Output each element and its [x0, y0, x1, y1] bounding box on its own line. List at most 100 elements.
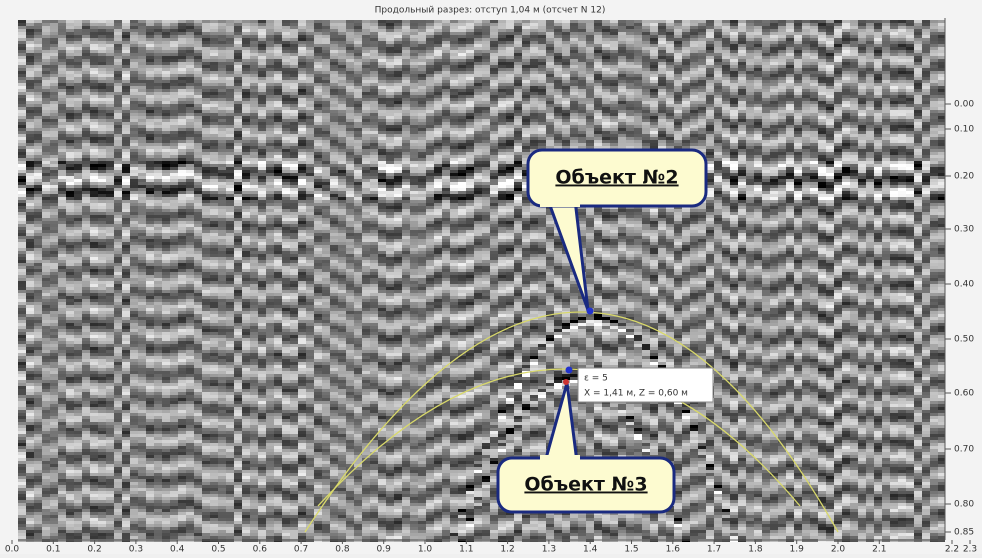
trace-cell	[162, 179, 170, 182]
trace-cell	[226, 137, 234, 140]
trace-cell	[138, 68, 146, 71]
trace-cell	[26, 461, 34, 464]
trace-cell	[130, 332, 138, 335]
trace-cell	[66, 392, 74, 395]
trace-cell	[74, 479, 82, 482]
trace-cell	[50, 530, 58, 533]
trace-cell	[34, 170, 42, 173]
trace-cell	[138, 323, 146, 326]
trace-cell	[194, 455, 202, 458]
trace-cell	[162, 320, 170, 323]
trace-cell	[178, 221, 186, 224]
trace-cell	[82, 362, 90, 365]
trace-cell	[178, 338, 186, 341]
trace-cell	[82, 80, 90, 83]
trace-cell	[202, 521, 210, 524]
trace-cell	[218, 20, 226, 23]
trace-cell	[58, 236, 66, 239]
trace-cell	[178, 293, 186, 296]
trace-cell	[138, 263, 146, 266]
trace-cell	[146, 359, 154, 362]
trace-cell	[130, 194, 138, 197]
trace-cell	[170, 83, 178, 86]
trace-cell	[74, 512, 82, 515]
trace-cell	[218, 242, 226, 245]
trace-cell	[26, 149, 34, 152]
trace-cell	[170, 356, 178, 359]
trace-cell	[210, 80, 218, 83]
trace-cell	[74, 236, 82, 239]
trace-cell	[34, 146, 42, 149]
trace-cell	[42, 47, 50, 50]
trace-cell	[82, 413, 90, 416]
trace-cell	[202, 83, 210, 86]
trace-cell	[178, 149, 186, 152]
trace-cell	[178, 32, 186, 35]
trace-cell	[58, 374, 66, 377]
trace-cell	[138, 92, 146, 95]
trace-cell	[186, 488, 194, 491]
trace-cell	[114, 362, 122, 365]
trace-cell	[226, 140, 234, 143]
trace-cell	[154, 101, 162, 104]
trace-cell	[194, 272, 202, 275]
trace-cell	[178, 89, 186, 92]
trace-cell	[50, 134, 58, 137]
trace-cell	[186, 311, 194, 314]
trace-cell	[122, 494, 130, 497]
trace-cell	[162, 461, 170, 464]
trace-cell	[50, 389, 58, 392]
trace-cell	[202, 371, 210, 374]
trace-cell	[114, 509, 122, 512]
trace-cell	[74, 395, 82, 398]
trace-cell	[42, 413, 50, 416]
trace-cell	[154, 338, 162, 341]
trace-cell	[186, 200, 194, 203]
trace-cell	[74, 203, 82, 206]
trace-cell	[178, 518, 186, 521]
trace-cell	[90, 155, 98, 158]
trace-cell	[90, 152, 98, 155]
trace-cell	[58, 59, 66, 62]
trace-cell	[218, 269, 226, 272]
trace-cell	[170, 503, 178, 506]
trace-cell	[66, 140, 74, 143]
trace-cell	[162, 23, 170, 26]
trace-cell	[194, 263, 202, 266]
trace-cell	[130, 164, 138, 167]
trace-cell	[18, 356, 26, 359]
trace-cell	[34, 167, 42, 170]
trace-cell	[42, 311, 50, 314]
trace-cell	[146, 20, 154, 23]
trace-cell	[202, 182, 210, 185]
trace-cell	[210, 275, 218, 278]
trace-cell	[242, 119, 250, 122]
trace-cell	[178, 239, 186, 242]
trace-cell	[90, 371, 98, 374]
trace-cell	[90, 218, 98, 221]
trace-cell	[66, 194, 74, 197]
trace-cell	[122, 527, 130, 530]
trace-cell	[74, 431, 82, 434]
trace-cell	[154, 161, 162, 164]
trace-cell	[194, 20, 202, 23]
trace-cell	[218, 308, 226, 311]
trace-cell	[58, 299, 66, 302]
trace-cell	[106, 215, 114, 218]
trace-cell	[18, 269, 26, 272]
trace-cell	[82, 368, 90, 371]
trace-cell	[194, 44, 202, 47]
trace-cell	[122, 140, 130, 143]
trace-cell	[58, 56, 66, 59]
trace-cell	[58, 131, 66, 134]
trace-cell	[146, 86, 154, 89]
trace-cell	[122, 257, 130, 260]
trace-cell	[130, 116, 138, 119]
trace-cell	[194, 317, 202, 320]
trace-cell	[18, 35, 26, 38]
trace-cell	[210, 449, 218, 452]
trace-cell	[186, 323, 194, 326]
trace-cell	[154, 356, 162, 359]
trace-cell	[74, 26, 82, 29]
trace-cell	[162, 506, 170, 509]
